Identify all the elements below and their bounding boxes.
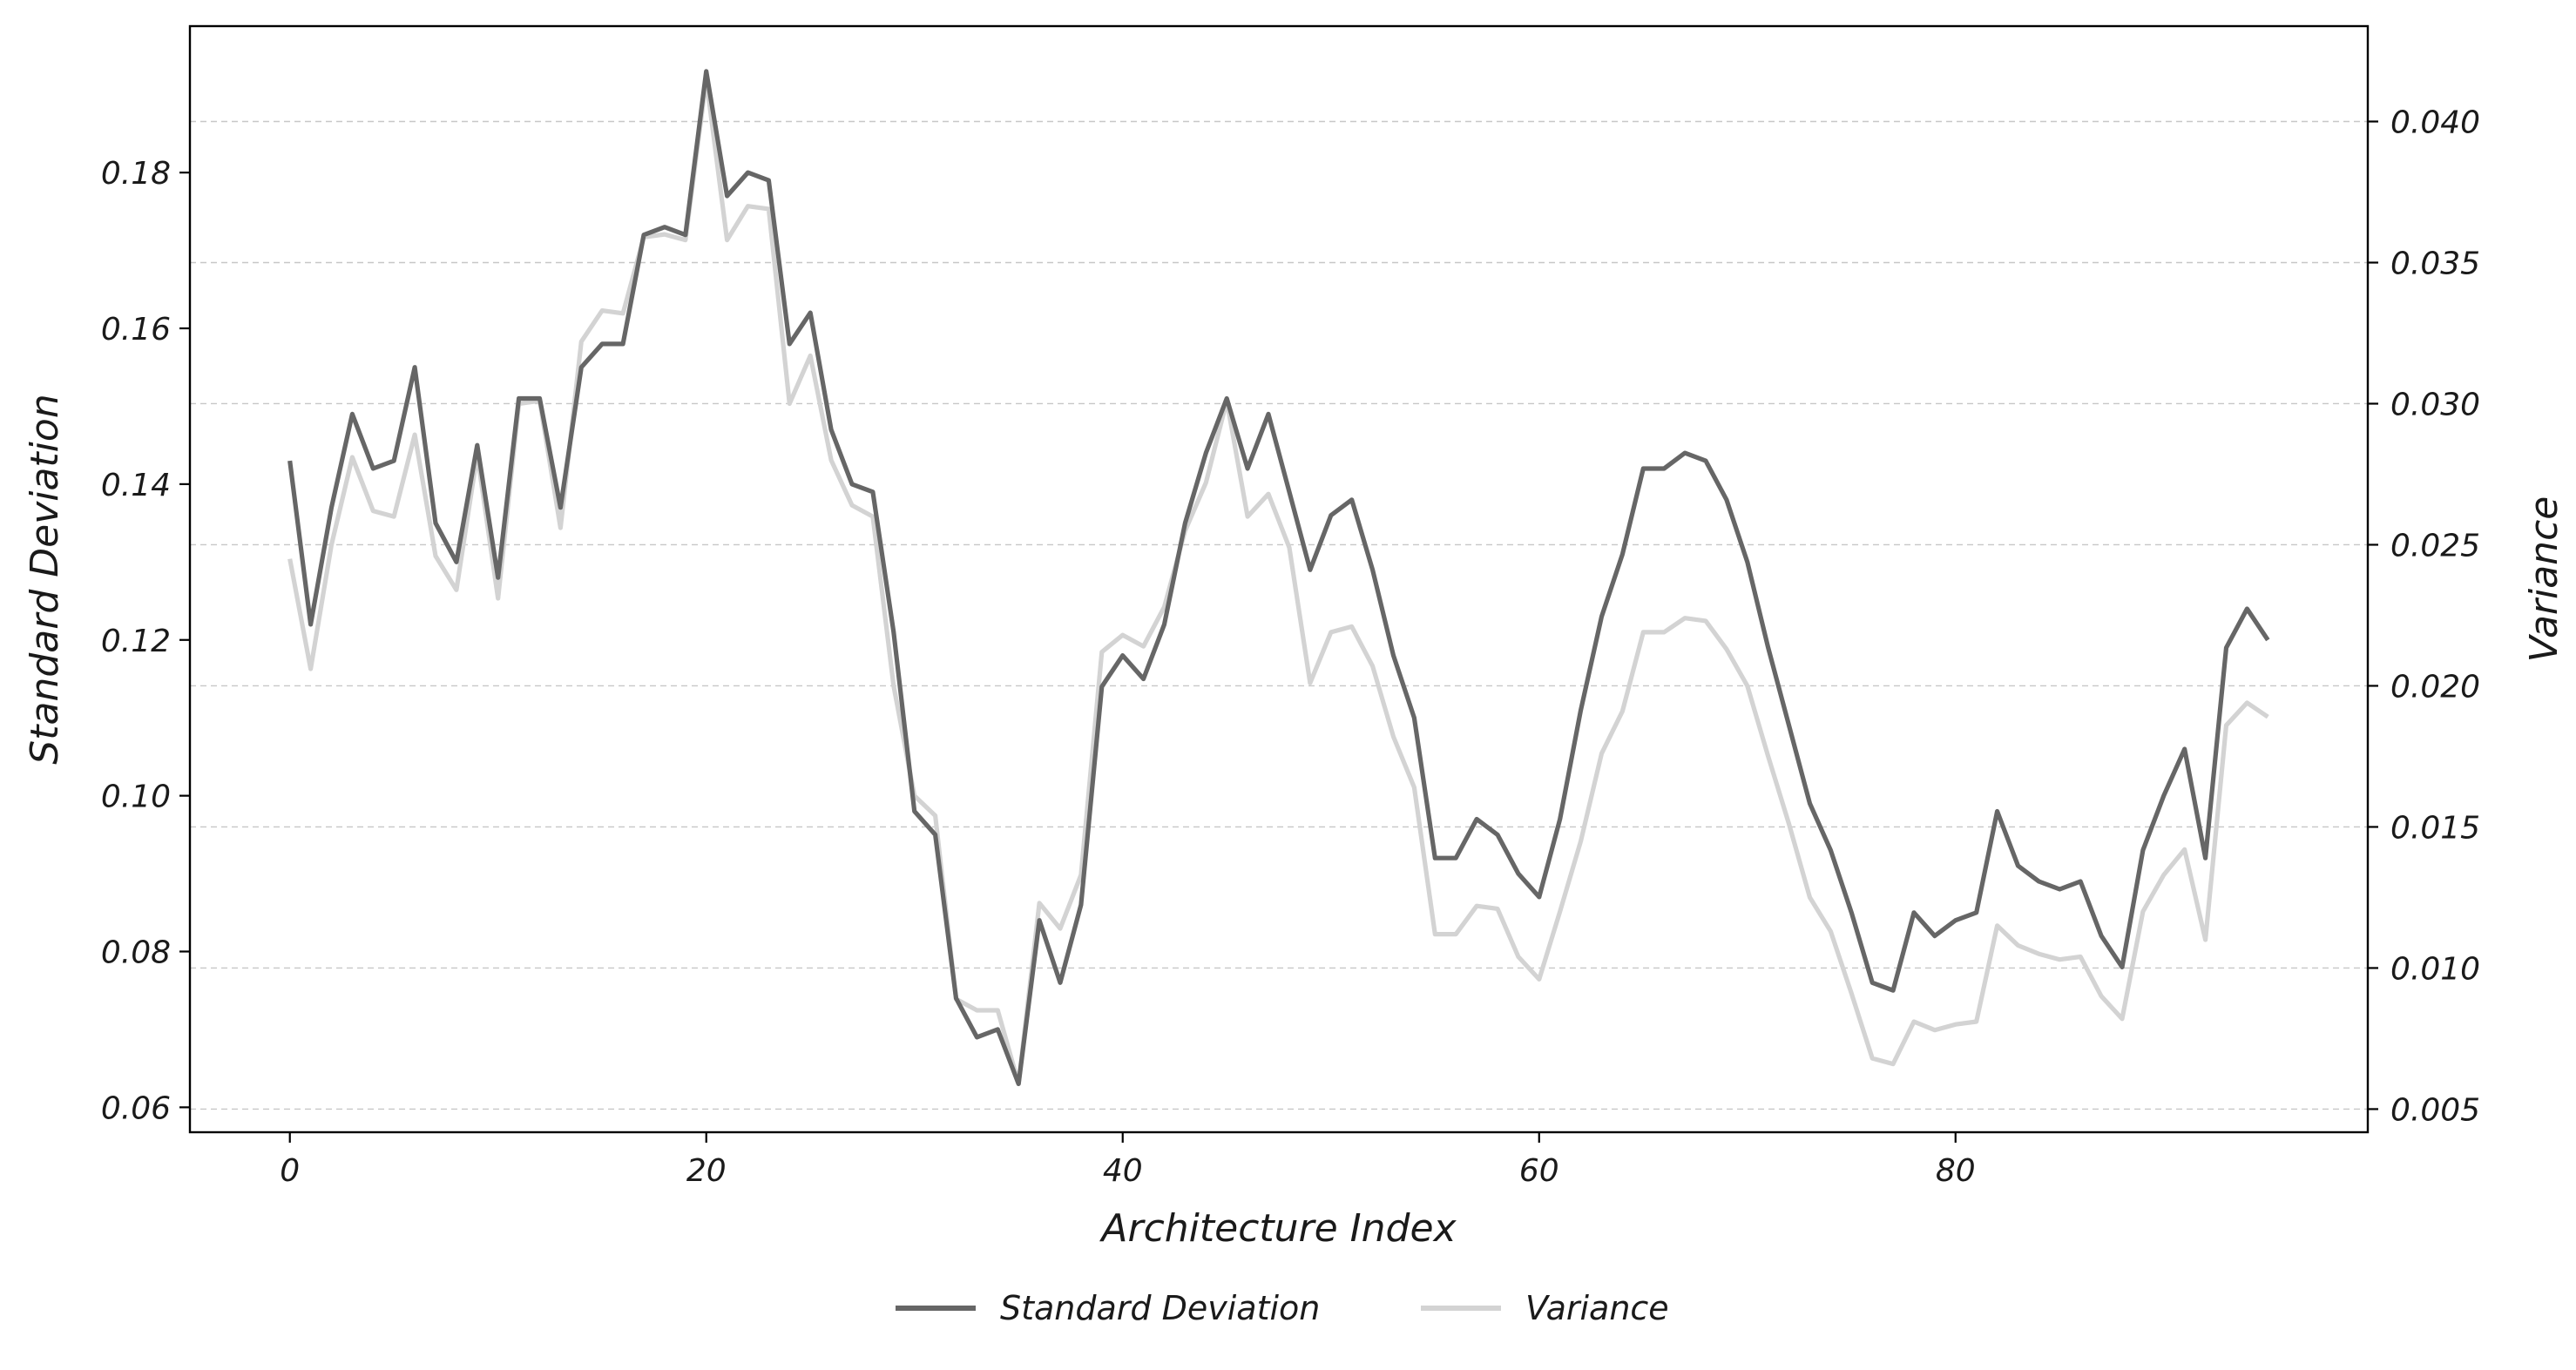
y-left-tick-label-1: 0.08 [101, 935, 171, 971]
y-left-tick-label-3: 0.12 [101, 624, 171, 659]
y-axis-left-title: Standard Deviation [23, 394, 67, 764]
x-tick-label-1: 20 [686, 1153, 727, 1189]
y-left-tick-label-5: 0.16 [101, 312, 171, 348]
y-right-tick-label-4: 0.025 [2390, 528, 2480, 564]
y-right-tick-label-5: 0.030 [2390, 387, 2480, 422]
gridlines [190, 120, 2368, 1110]
y-axis-left: 0.06 0.08 0.10 0.12 0.14 0.16 0.18 [101, 156, 190, 1126]
y-left-tick-label-2: 0.10 [101, 779, 171, 815]
y-left-tick-label-4: 0.14 [101, 468, 171, 503]
x-axis: 0 20 40 60 80 [280, 1132, 1976, 1189]
plot-frame [188, 24, 2370, 1134]
y-right-tick-label-6: 0.035 [2390, 246, 2480, 281]
series-line-variance [287, 77, 2269, 1086]
x-axis-title: Architecture Index [1099, 1206, 1457, 1251]
series-line-standard-deviation [287, 69, 2270, 1087]
y-left-tick-label-6: 0.18 [101, 156, 171, 192]
legend: Standard Deviation Variance [896, 1289, 1669, 1327]
x-tick-label-0: 0 [280, 1153, 300, 1189]
x-tick-label-2: 40 [1103, 1153, 1143, 1189]
y-right-tick-label-3: 0.020 [2390, 669, 2480, 705]
y-axis-right-title: Variance [2522, 496, 2566, 663]
legend-label-standard-deviation: Standard Deviation [1000, 1289, 1320, 1327]
x-tick-label-3: 60 [1519, 1153, 1559, 1189]
y-left-tick-label-0: 0.06 [101, 1090, 171, 1126]
y-right-tick-label-7: 0.040 [2390, 105, 2480, 141]
y-right-tick-label-0: 0.005 [2390, 1092, 2480, 1128]
y-axis-right: 0.005 0.010 0.015 0.020 0.025 0.030 0.035 0.040 [2368, 105, 2480, 1128]
series-layer [287, 69, 2270, 1087]
x-tick-label-4: 80 [1936, 1153, 1976, 1189]
legend-label-variance: Variance [1525, 1289, 1669, 1327]
y-right-tick-label-2: 0.015 [2390, 810, 2480, 846]
y-right-tick-label-1: 0.010 [2390, 951, 2480, 987]
